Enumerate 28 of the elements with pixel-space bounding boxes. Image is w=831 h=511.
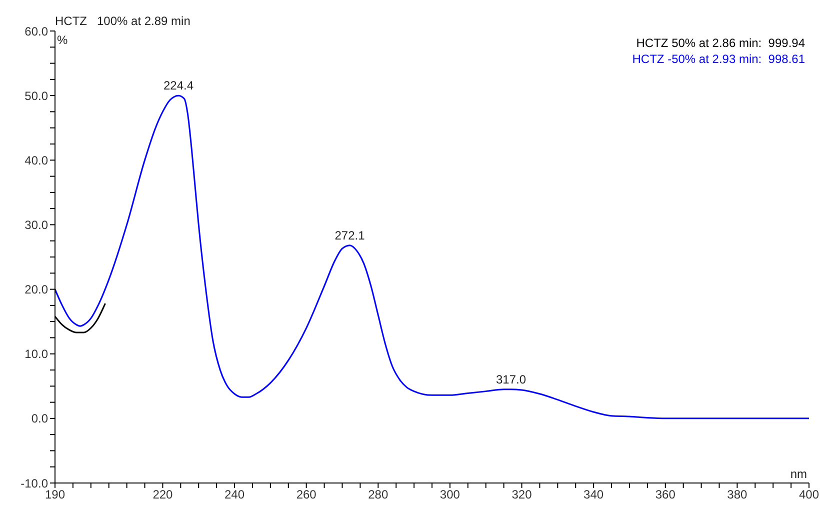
y-tick-label: 10.0	[24, 347, 48, 362]
y-tick-label: 0.0	[31, 412, 48, 426]
line-series	[55, 94, 809, 420]
x-tick-label: 360	[655, 488, 676, 502]
annotation: 272.1	[334, 228, 366, 242]
chart-title: HCTZ 100% at 2.89 min	[55, 14, 190, 28]
y-tick-label: 20.0	[24, 282, 48, 297]
y-axis-title: %	[57, 33, 68, 47]
x-tick-label: 190	[44, 488, 66, 502]
annotation: 317.0	[496, 372, 526, 386]
x-tick-label: 300	[440, 488, 460, 502]
y-tick-label: 50.0	[24, 88, 48, 103]
x-tick-label: 280	[368, 488, 388, 502]
text: HCTZ -50% at 2.93 min: 998.61	[632, 51, 805, 67]
x-axis-title: nm	[790, 467, 807, 481]
text: HCTZ 50% at 2.86 min: 999.94	[635, 35, 805, 51]
x-tick-label: 320	[512, 488, 532, 502]
x-tick-label: 400	[798, 488, 820, 502]
x-tick-label: 240	[224, 488, 245, 502]
annotation: 224.4	[163, 78, 194, 93]
y-tick-label: 40.0	[24, 153, 48, 168]
x-tick-label: 380	[727, 488, 748, 502]
x-tick-label: 220	[152, 488, 174, 502]
y-tick-label: 60.0	[24, 24, 48, 38]
x-tick-label: 260	[296, 488, 317, 502]
x-tick-label: 340	[584, 488, 604, 502]
y-tick-label: -10.0	[20, 476, 48, 490]
y-tick-label: 30.0	[24, 218, 48, 232]
